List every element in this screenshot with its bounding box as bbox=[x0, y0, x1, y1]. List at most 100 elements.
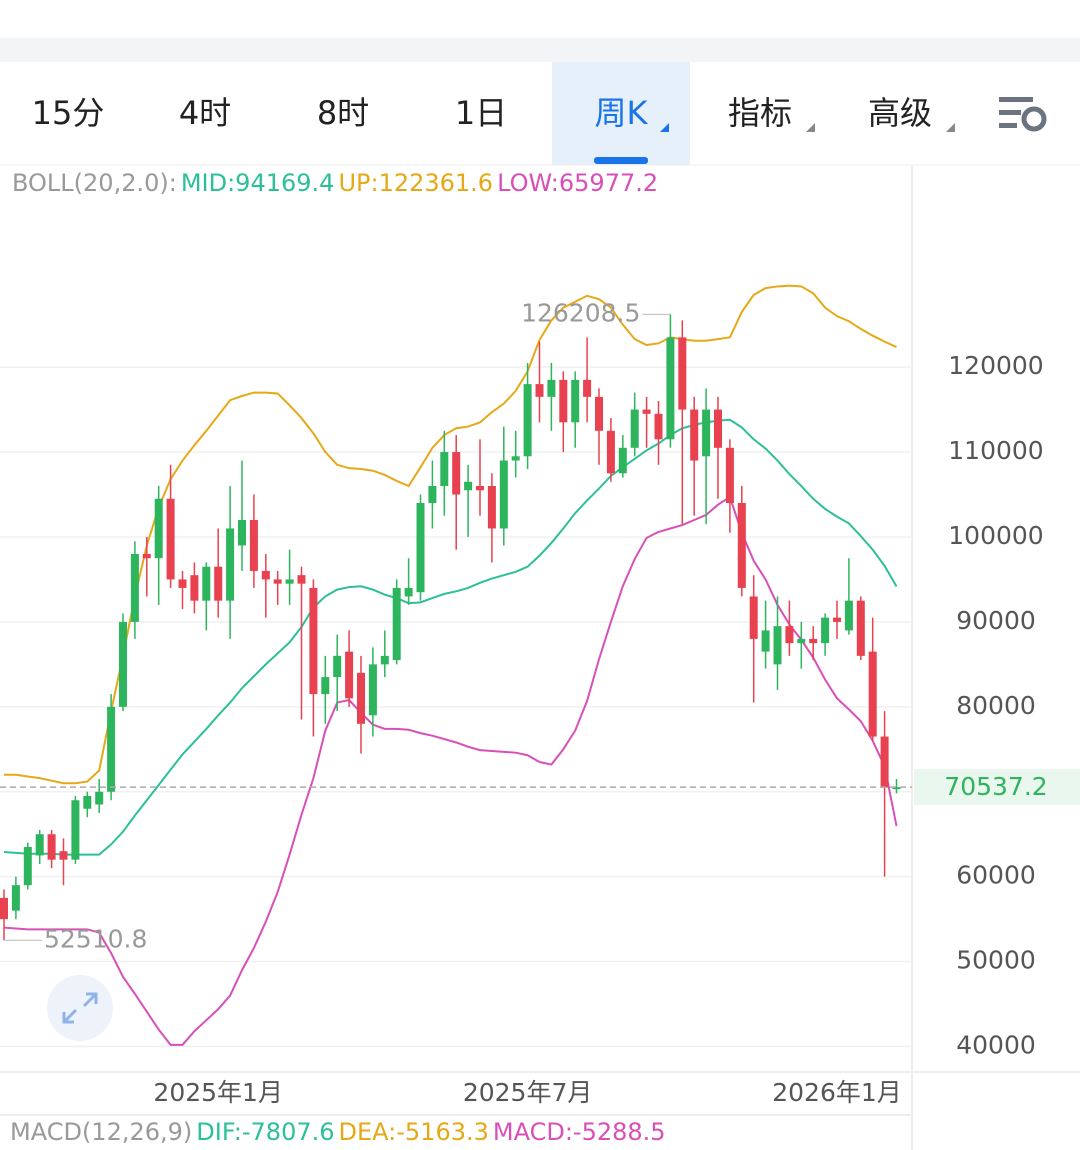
candle-body bbox=[142, 553, 151, 559]
candle-body bbox=[797, 638, 806, 644]
icon-bar bbox=[999, 123, 1017, 128]
icon-bar bbox=[999, 97, 1033, 102]
tab-bar: 15分 4时 8时 1日 周K 指标 高级 bbox=[0, 62, 1080, 165]
candle-body bbox=[357, 672, 365, 724]
candle-body bbox=[725, 447, 734, 504]
candle-body bbox=[428, 486, 437, 504]
boll-line bbox=[4, 284, 897, 785]
candle-body bbox=[690, 409, 699, 461]
candle-body bbox=[261, 570, 270, 580]
candle-body bbox=[226, 528, 235, 601]
candle-body bbox=[868, 651, 877, 737]
candle-body bbox=[190, 575, 199, 601]
candle-body bbox=[476, 486, 484, 491]
candle-body bbox=[119, 621, 127, 707]
candle-body bbox=[785, 626, 794, 644]
candle-body bbox=[59, 851, 68, 860]
settings-icon[interactable] bbox=[999, 97, 1047, 132]
icon-bar bbox=[999, 110, 1021, 115]
candle-body bbox=[630, 409, 639, 448]
candle-body bbox=[309, 587, 318, 695]
expand-button[interactable] bbox=[47, 975, 113, 1041]
candle-body bbox=[345, 651, 354, 699]
last-price-label: 70537.2 bbox=[944, 772, 1047, 801]
dropdown-marker bbox=[946, 123, 955, 132]
y-tick-label: 60000 bbox=[956, 861, 1036, 890]
macd-legend: MACD(12,26,9) DIF:-7807.6 DEA:-5163.3 MACD:… bbox=[10, 1118, 666, 1146]
tab[interactable]: 周K bbox=[552, 62, 690, 165]
tab[interactable]: 指标 bbox=[727, 94, 792, 132]
candle-body bbox=[154, 498, 163, 559]
candle-body bbox=[678, 337, 687, 410]
x-tick-label: 2025年1月 bbox=[153, 1078, 283, 1107]
candle-body bbox=[487, 486, 496, 529]
candle-body bbox=[749, 596, 758, 639]
candle-body bbox=[654, 413, 663, 440]
legend-item: MACD:-5288.5 bbox=[493, 1118, 666, 1146]
candle-body bbox=[737, 503, 746, 588]
candle-body bbox=[714, 409, 722, 448]
candle-body bbox=[35, 834, 44, 856]
y-tick-label: 110000 bbox=[948, 436, 1043, 465]
legend-item: MACD(12,26,9) bbox=[10, 1118, 192, 1146]
candle-body bbox=[844, 600, 853, 631]
candle-body bbox=[892, 787, 901, 790]
candle-body bbox=[107, 706, 116, 792]
legend-item: DIF:-7807.6 bbox=[196, 1118, 334, 1146]
candle-body bbox=[523, 384, 532, 457]
boll-line bbox=[3, 495, 898, 1046]
candle-body bbox=[368, 664, 377, 716]
tab[interactable]: 高级 bbox=[867, 94, 932, 132]
y-tick-label: 80000 bbox=[956, 691, 1036, 720]
y-tick-label: 120000 bbox=[948, 351, 1043, 380]
tab[interactable]: 4时 bbox=[178, 94, 232, 132]
tab[interactable]: 8时 bbox=[316, 94, 370, 132]
candle-body bbox=[606, 430, 615, 474]
candle-body bbox=[464, 481, 473, 491]
candle-body bbox=[880, 736, 889, 788]
candle-body bbox=[71, 800, 80, 860]
candle-body bbox=[833, 617, 841, 622]
candle-body bbox=[166, 498, 175, 580]
candle-body bbox=[392, 587, 401, 661]
min-label: 52510.8 bbox=[44, 924, 147, 953]
tab[interactable]: 1日 bbox=[454, 94, 508, 132]
candle-body bbox=[642, 409, 651, 414]
candle-body bbox=[0, 897, 8, 920]
candle-body bbox=[83, 795, 92, 809]
candle-body bbox=[404, 587, 413, 597]
candle-body bbox=[249, 519, 258, 571]
candle-body bbox=[333, 655, 342, 678]
candle-body bbox=[856, 600, 865, 656]
candle-body bbox=[761, 630, 770, 652]
candle-body bbox=[47, 834, 56, 860]
y-tick-label: 40000 bbox=[956, 1031, 1036, 1060]
candle-body bbox=[202, 566, 211, 601]
candle-body bbox=[285, 579, 294, 584]
y-tick-label: 50000 bbox=[956, 946, 1036, 975]
candle-body bbox=[773, 626, 782, 665]
candle-body bbox=[380, 655, 389, 665]
candle-body bbox=[702, 409, 711, 457]
candle-body bbox=[559, 379, 568, 423]
candle-body bbox=[178, 579, 187, 588]
candle-body bbox=[238, 519, 246, 546]
candle-body bbox=[95, 791, 104, 805]
candle-body bbox=[666, 337, 675, 440]
candle-body bbox=[511, 456, 520, 461]
legend-item: MID:94169.4 bbox=[181, 169, 335, 197]
candle-body bbox=[214, 566, 223, 601]
candle-body bbox=[809, 638, 818, 644]
x-tick-label: 2026年1月 bbox=[772, 1078, 902, 1107]
candle-body bbox=[23, 846, 32, 886]
y-tick-label: 90000 bbox=[956, 606, 1036, 635]
candle-body bbox=[821, 617, 830, 644]
top-band bbox=[0, 38, 1080, 62]
button-bg bbox=[47, 975, 113, 1041]
max-label: 126208.5 bbox=[521, 298, 640, 327]
tab-underline bbox=[594, 157, 648, 164]
tab[interactable]: 15分 bbox=[31, 94, 105, 132]
candle-body bbox=[321, 677, 330, 695]
last-price-box bbox=[914, 769, 1080, 806]
